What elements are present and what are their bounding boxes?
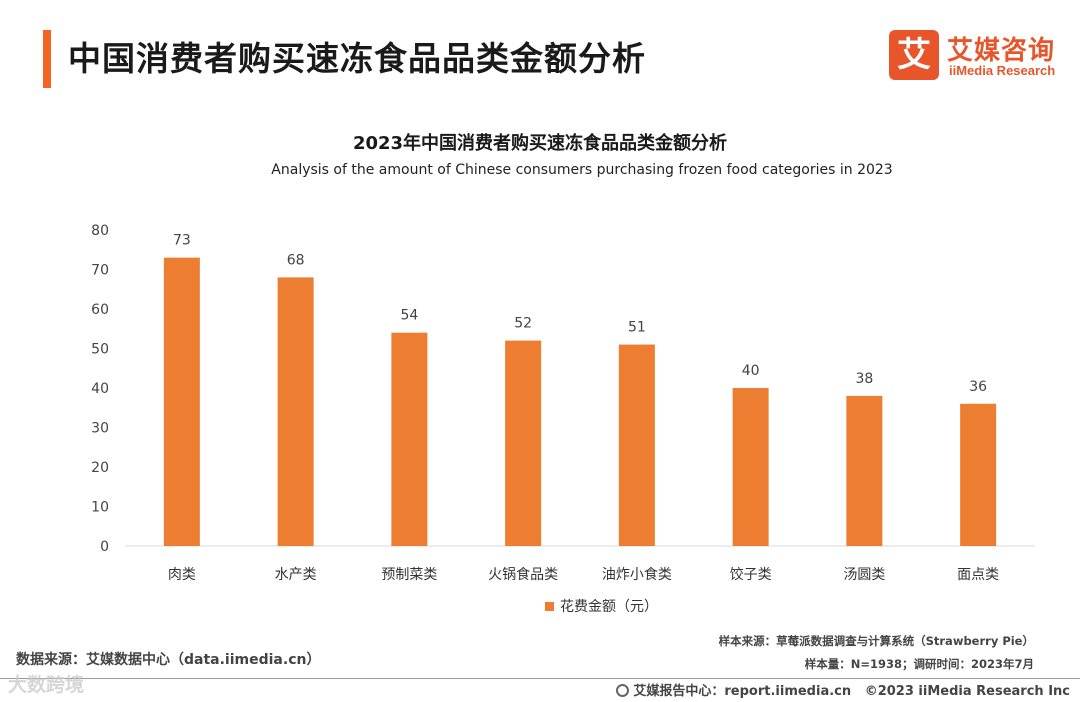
watermark: 大数跨境 [8, 670, 84, 697]
x-tick-label: 面点类 [957, 567, 999, 583]
footer-credits: 艾媒报告中心：report.iimedia.cn ©2023 iiMedia R… [616, 680, 1070, 699]
chart-title: 2023年中国消费者购买速冻食品品类金额分析 [352, 133, 728, 154]
copyright: ©2023 iiMedia Research Inc [864, 684, 1070, 699]
report-center: 艾媒报告中心：report.iimedia.cn [633, 684, 852, 699]
y-tick-label: 40 [91, 381, 109, 397]
sample-source: 样本来源：草莓派数据调查与计算系统（Strawberry Pie） [718, 634, 1034, 648]
y-tick-label: 50 [91, 342, 109, 358]
x-tick-label: 水产类 [275, 567, 317, 583]
data-label: 68 [287, 252, 305, 268]
chart-legend: 花费金额（元） [545, 596, 658, 616]
chart-subtitle: Analysis of the amount of Chinese consum… [271, 162, 893, 178]
x-tick-label: 饺子类 [730, 567, 772, 583]
y-tick-label: 10 [91, 500, 109, 516]
data-label: 51 [628, 320, 646, 336]
bar [505, 340, 542, 546]
title-accent-bar [43, 30, 51, 88]
bar [163, 257, 200, 546]
y-tick-label: 30 [91, 421, 109, 437]
footer-divider [0, 678, 1080, 679]
x-tick-label: 肉类 [168, 567, 196, 583]
x-tick-label: 预制菜类 [381, 567, 437, 583]
data-label: 52 [514, 316, 532, 332]
globe-icon [616, 684, 630, 697]
bar [277, 277, 314, 546]
logo-badge: 艾 [889, 30, 939, 80]
data-label: 36 [969, 379, 987, 395]
bar [391, 332, 428, 546]
bar [618, 344, 655, 546]
y-tick-label: 80 [91, 223, 109, 239]
y-tick-label: 0 [100, 539, 109, 555]
data-label: 73 [173, 233, 191, 249]
watermark-text: 大数跨境 [8, 674, 85, 696]
logo-text-cn: 艾媒咨询 [947, 36, 1056, 66]
data-label: 38 [855, 371, 873, 387]
x-tick-label: 油炸小食类 [602, 566, 672, 583]
legend-label: 花费金额（元） [560, 599, 658, 615]
legend-swatch [545, 601, 554, 611]
y-tick-label: 20 [91, 460, 109, 476]
y-tick-label: 70 [91, 263, 109, 279]
page-title: 中国消费者购买速冻食品品类金额分析 [68, 39, 646, 78]
bar [960, 403, 997, 546]
data-label: 54 [400, 308, 418, 324]
x-tick-label: 汤圆类 [843, 567, 885, 583]
logo-text-en: iiMedia Research [949, 63, 1056, 78]
x-tick-label: 火锅食品类 [488, 566, 558, 583]
data-label: 40 [742, 363, 760, 379]
data-source: 数据来源：艾媒数据中心（data.iimedia.cn） [16, 652, 321, 668]
bar [846, 395, 883, 546]
iimedia-logo: 艾 艾媒咨询 iiMedia Research [889, 30, 1064, 82]
y-tick-label: 60 [91, 302, 109, 318]
sample-size: 样本量：N=1938；调研时间：2023年7月 [804, 657, 1034, 671]
bar [732, 388, 769, 546]
logo-glyph: 艾 [897, 35, 931, 75]
